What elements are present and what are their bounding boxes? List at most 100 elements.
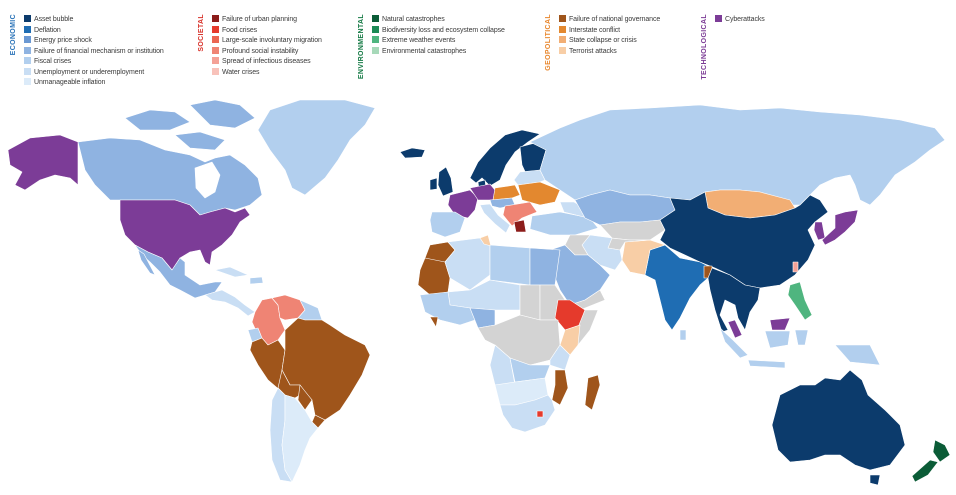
legend-swatch bbox=[372, 46, 379, 54]
legend-swatch bbox=[559, 25, 566, 33]
country-malaysia-borneo bbox=[769, 317, 791, 331]
legend-swatch bbox=[212, 36, 219, 43]
legend-societal-title: SOCIETAL bbox=[198, 14, 205, 52]
legend-item: Food crises bbox=[212, 25, 322, 37]
country-turkey bbox=[529, 211, 599, 236]
country-canada bbox=[124, 109, 191, 131]
country-cuba bbox=[214, 266, 249, 278]
country-indonesia-sumatra bbox=[719, 327, 749, 359]
country-ireland bbox=[429, 177, 438, 191]
country-nigeria bbox=[469, 307, 496, 329]
legend-label: Water crises bbox=[222, 68, 260, 76]
region-sahel bbox=[447, 279, 521, 311]
country-madagascar bbox=[584, 374, 601, 411]
legend-item: Extreme weather events bbox=[372, 36, 505, 47]
country-greenland bbox=[257, 99, 376, 196]
legend-swatch bbox=[372, 25, 379, 33]
legend-swatch bbox=[559, 46, 566, 54]
legend-swatch bbox=[24, 46, 31, 54]
legend-label: Failure of financial mechanism or instit… bbox=[34, 47, 164, 55]
legend-swatch bbox=[24, 15, 31, 22]
legend-item: Interstate conflict bbox=[559, 25, 660, 37]
legend-technological-items: Cyberattacks bbox=[715, 15, 765, 26]
country-new-zealand-north bbox=[932, 439, 951, 463]
country-hispaniola bbox=[249, 276, 264, 285]
country-france bbox=[447, 189, 479, 219]
country-malaysia bbox=[727, 319, 743, 339]
hudson-bay bbox=[194, 161, 221, 199]
legend-swatch bbox=[372, 36, 379, 43]
legend-swatch bbox=[24, 78, 31, 85]
legend-label: Interstate conflict bbox=[569, 26, 621, 34]
legend-item: Cyberattacks bbox=[715, 15, 765, 26]
region-balkans bbox=[502, 201, 538, 227]
country-libya bbox=[489, 244, 531, 286]
legend-label: Fiscal crises bbox=[34, 58, 72, 65]
legend-swatch bbox=[212, 67, 219, 75]
legend-swatch bbox=[559, 15, 566, 22]
legend-label: Natural catastrophes bbox=[382, 16, 445, 23]
legend-item: Water crises bbox=[212, 67, 322, 79]
country-saudi-arabia bbox=[549, 244, 611, 306]
country-taiwan bbox=[792, 261, 799, 273]
legend-item: Unemployment or underemployment bbox=[24, 67, 164, 79]
country-australia-tasmania bbox=[869, 474, 881, 486]
country-uk bbox=[437, 166, 454, 197]
legend-label: Unmanageable inflation bbox=[34, 79, 106, 86]
country-algeria bbox=[444, 237, 491, 291]
country-chad bbox=[519, 284, 541, 321]
legend-swatch bbox=[24, 67, 31, 75]
legend-item: Failure of urban planning bbox=[212, 15, 322, 26]
legend-geopolitical-items: Failure of national governance Interstat… bbox=[559, 15, 660, 57]
legend-label: Unemployment or underemployment bbox=[34, 68, 145, 76]
legend-item: Spread of infectious diseases bbox=[212, 57, 322, 68]
legend-label: Large-scale involuntary migration bbox=[222, 37, 322, 44]
legend-label: Food crises bbox=[222, 26, 258, 34]
legend-swatch bbox=[559, 36, 566, 43]
country-mexico-baja bbox=[137, 249, 156, 276]
legend-label: Energy price shock bbox=[34, 37, 92, 44]
country-tanzania bbox=[549, 344, 571, 371]
country-sri-lanka bbox=[679, 329, 687, 341]
legend-item: Biodiversity loss and ecosystem collapse bbox=[372, 25, 505, 37]
legend-label: Terrorist attacks bbox=[569, 47, 617, 55]
legend-environmental-items: Natural catastrophes Biodiversity loss a… bbox=[372, 15, 505, 57]
legend-label: State collapse or crisis bbox=[569, 37, 637, 44]
legend-swatch bbox=[372, 15, 379, 22]
legend-label: Extreme weather events bbox=[382, 37, 456, 44]
country-lesotho bbox=[536, 410, 544, 418]
legend-technological-title: TECHNOLOGICAL bbox=[701, 14, 708, 80]
country-italy bbox=[479, 203, 511, 234]
legend-swatch bbox=[212, 57, 219, 64]
country-mexico bbox=[134, 244, 223, 299]
country-indonesia-java bbox=[747, 359, 786, 369]
country-mozambique bbox=[551, 369, 569, 406]
legend-economic-items: Asset bubble Deflation Energy price shoc… bbox=[24, 15, 164, 89]
country-sierra-leone bbox=[429, 316, 439, 328]
legend-economic-title: ECONOMIC bbox=[10, 14, 17, 56]
legend-label: Profound social instability bbox=[222, 47, 299, 55]
legend-swatch bbox=[212, 25, 219, 33]
legend-swatch bbox=[715, 15, 722, 22]
legend-item: Fiscal crises bbox=[24, 57, 164, 68]
country-argentina bbox=[281, 394, 319, 483]
legend-label: Failure of national governance bbox=[569, 16, 661, 23]
legend-societal-items: Failure of urban planning Food crises La… bbox=[212, 15, 322, 78]
legend-label: Failure of urban planning bbox=[222, 16, 297, 23]
country-greece bbox=[513, 219, 527, 233]
legend-label: Cyberattacks bbox=[725, 16, 765, 23]
legend-item: Terrorist attacks bbox=[559, 46, 660, 58]
country-poland bbox=[492, 184, 521, 201]
country-indonesia-sulawesi bbox=[794, 329, 809, 346]
country-canada bbox=[189, 99, 256, 129]
legend-swatch bbox=[212, 46, 219, 54]
legend-swatch bbox=[212, 15, 219, 22]
country-india bbox=[644, 244, 713, 331]
legend-item: Profound social instability bbox=[212, 46, 322, 58]
country-pakistan bbox=[621, 239, 666, 276]
legend-label: Asset bubble bbox=[34, 16, 74, 23]
legend-item: Unmanageable inflation bbox=[24, 78, 164, 89]
country-japan bbox=[821, 209, 859, 246]
region-iberia bbox=[429, 211, 466, 238]
